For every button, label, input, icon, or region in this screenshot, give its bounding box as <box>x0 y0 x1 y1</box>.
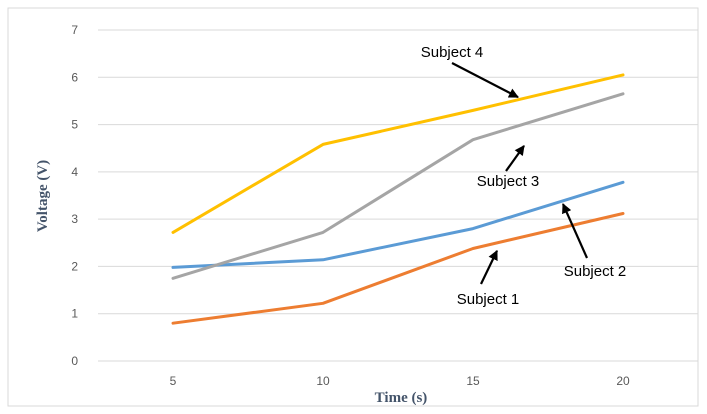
annotation-arrow <box>451 62 519 99</box>
annotation-arrow <box>561 203 589 259</box>
series-line-subject-1 <box>171 212 625 325</box>
x-tick-label: 15 <box>466 374 480 388</box>
y-tick-label: 7 <box>71 23 78 37</box>
y-tick-label: 2 <box>71 259 78 273</box>
series-line-subject-4 <box>171 73 625 234</box>
x-tick-label: 20 <box>616 374 630 388</box>
x-tick-labels: 5 10 15 20 <box>170 374 630 388</box>
annotation-label: Subject 1 <box>457 291 520 308</box>
y-tick-labels: 0 1 2 3 4 5 6 7 <box>71 23 78 368</box>
x-tick-label: 5 <box>170 374 177 388</box>
series-line-subject-3 <box>171 92 625 280</box>
x-tick-label: 10 <box>316 374 330 388</box>
annotations: Subject 4 Subject 3 Subject 2 Subject 1 <box>421 44 627 308</box>
y-tick-label: 5 <box>71 118 78 132</box>
y-tick-label: 3 <box>71 212 78 226</box>
x-axis-title: Time (s) <box>375 390 428 406</box>
annotation-label: Subject 4 <box>421 44 484 61</box>
y-tick-label: 0 <box>71 354 78 368</box>
annotation-arrow <box>480 249 498 285</box>
y-axis-title: Voltage (V) <box>35 160 51 232</box>
y-tick-label: 4 <box>71 165 78 179</box>
y-tick-label: 1 <box>71 307 78 321</box>
annotation-label: Subject 2 <box>564 263 627 280</box>
annotation-arrow <box>505 145 525 172</box>
series-line-subject-2 <box>171 180 625 269</box>
series-lines <box>171 73 625 325</box>
y-tick-label: 6 <box>71 70 78 84</box>
annotation-label: Subject 3 <box>477 173 540 190</box>
chart-border <box>7 7 699 407</box>
